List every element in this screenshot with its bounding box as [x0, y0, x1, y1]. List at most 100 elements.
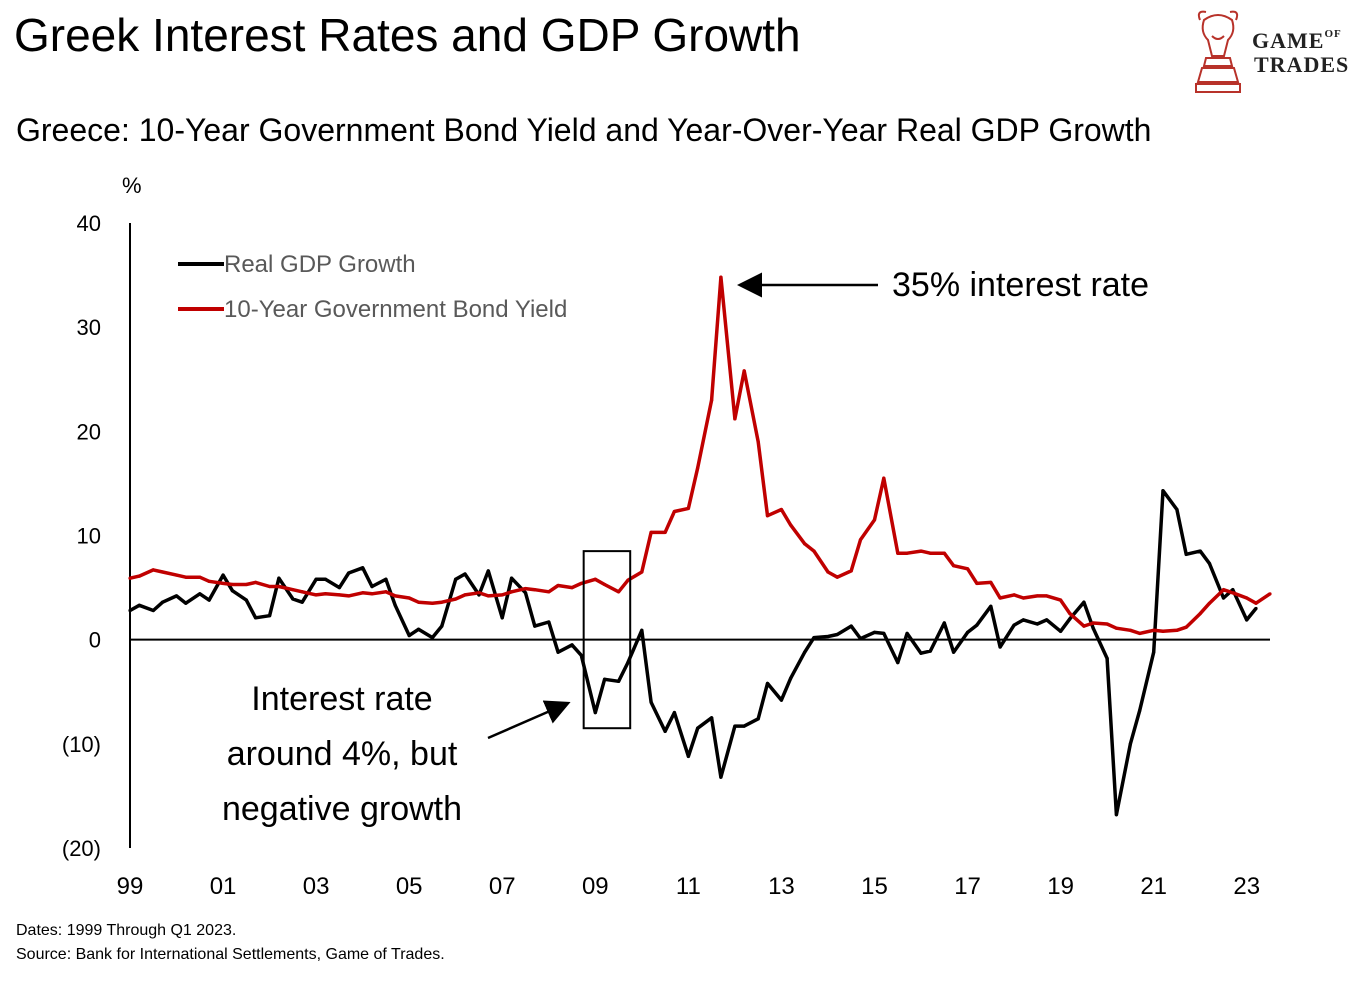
- gdp-data-point: [347, 571, 351, 575]
- y-tick-label: (20): [62, 836, 101, 861]
- gdp-data-point: [579, 653, 583, 657]
- x-tick-label: 01: [210, 873, 237, 900]
- annotation-2009-box: [582, 550, 632, 730]
- yield-data-point: [160, 570, 165, 574]
- yield-data-point: [347, 594, 351, 598]
- y-tick-label: 0: [89, 628, 101, 653]
- gdp-data-point: [1231, 588, 1235, 592]
- yield-data-point: [989, 580, 993, 584]
- yield-data-point: [1082, 624, 1086, 628]
- yield-data-point: [826, 570, 830, 574]
- yield-data-point: [184, 575, 188, 579]
- yield-data-point: [1161, 629, 1165, 633]
- yield-data-point: [267, 584, 272, 589]
- bond-yield-line: [129, 275, 1271, 636]
- gdp-data-point: [323, 577, 328, 581]
- yield-data-point: [905, 551, 909, 555]
- yield-data-point: [719, 275, 723, 279]
- yield-data-point: [1175, 628, 1179, 632]
- yield-data-point: [872, 518, 877, 522]
- yield-data-point: [733, 417, 737, 421]
- yield-data-point: [1059, 598, 1063, 602]
- page-title: Greek Interest Rates and GDP Growth: [14, 9, 801, 61]
- gdp-data-point: [314, 577, 318, 581]
- yield-data-point: [500, 593, 504, 597]
- bull-chess-knight-icon: [1195, 10, 1241, 93]
- yield-data-point: [803, 542, 807, 546]
- gdp-data-point: [826, 634, 830, 639]
- gdp-data-point: [1068, 617, 1072, 621]
- gdp-data-point: [221, 573, 225, 577]
- yield-data-point: [523, 587, 528, 591]
- yield-data-point: [244, 582, 248, 587]
- gdp-data-point: [710, 716, 714, 720]
- yield-data-point: [975, 581, 979, 586]
- gdp-data-point: [603, 677, 607, 681]
- gdp-data-point: [905, 631, 909, 636]
- gdp-data-point: [1128, 742, 1133, 746]
- yield-data-point: [710, 398, 714, 402]
- gdp-data-point: [384, 577, 388, 581]
- yield-data-point: [1268, 592, 1272, 596]
- logo-text-line2: TRADES: [1254, 52, 1350, 77]
- legend-label-gdp: Real GDP Growth: [224, 251, 416, 278]
- gdp-data-point: [1207, 562, 1212, 566]
- y-tick-label: (10): [62, 732, 101, 757]
- gdp-data-point: [789, 676, 793, 680]
- yield-data-point: [1045, 594, 1049, 598]
- yield-data-point: [361, 591, 365, 595]
- yield-data-point: [221, 581, 225, 586]
- logo-text-line1: GAMEOF: [1252, 28, 1342, 53]
- gdp-data-point: [430, 635, 435, 640]
- yield-data-point: [942, 551, 946, 555]
- gdp-data-point: [1091, 626, 1095, 630]
- gdp-data-point: [765, 681, 770, 686]
- gdp-data-point: [1105, 656, 1109, 661]
- yield-data-point: [291, 588, 295, 592]
- yield-data-point: [626, 578, 630, 582]
- gdp-data-point: [593, 710, 597, 715]
- y-tick-label: 20: [77, 419, 101, 444]
- yield-data-point: [300, 590, 304, 594]
- gdp-data-point: [686, 754, 690, 758]
- yield-data-point: [277, 584, 281, 589]
- gdp-data-point: [370, 584, 374, 589]
- yield-data-point: [672, 509, 677, 514]
- annotation-2009-line1: Interest rate: [251, 680, 432, 718]
- gdp-data-point: [663, 729, 667, 733]
- x-tick-label: 19: [1047, 873, 1074, 900]
- yield-data-point: [416, 600, 421, 604]
- annotation-peak-label: 35% interest rate: [892, 266, 1149, 304]
- gdp-data-point: [254, 616, 258, 620]
- yield-data-point: [849, 569, 853, 573]
- x-tick-label: 11: [676, 873, 701, 900]
- gdp-data-point: [416, 627, 421, 631]
- gdp-data-point: [300, 600, 304, 604]
- yield-data-point: [835, 575, 839, 579]
- gdp-data-point: [1059, 629, 1063, 633]
- gdp-data-point: [174, 594, 179, 598]
- y-tick-label: 40: [77, 211, 101, 236]
- gdp-data-point: [230, 589, 234, 593]
- yield-data-point: [696, 466, 700, 470]
- gdp-data-point: [361, 566, 365, 570]
- x-tick-label: 03: [303, 873, 330, 900]
- yield-data-point: [998, 596, 1002, 600]
- x-tick-label: 09: [582, 873, 609, 900]
- gdp-data-point: [896, 660, 900, 665]
- footer-source: Source: Bank for International Settlemen…: [16, 946, 445, 963]
- yield-data-point: [509, 590, 514, 594]
- gdp-data-point: [440, 624, 444, 628]
- yield-data-point: [1198, 612, 1202, 616]
- footer-dates: Dates: 1999 Through Q1 2023.: [16, 922, 237, 939]
- gdp-data-point: [500, 616, 504, 620]
- gdp-data-point: [570, 643, 574, 647]
- gdp-data-point: [640, 628, 644, 632]
- x-tick-label: 99: [117, 873, 144, 900]
- gdp-data-point: [733, 724, 737, 728]
- yield-data-point: [556, 583, 560, 588]
- gdp-data-point: [244, 598, 248, 602]
- y-axis-unit-label: %: [122, 173, 142, 198]
- yield-data-point: [593, 577, 597, 581]
